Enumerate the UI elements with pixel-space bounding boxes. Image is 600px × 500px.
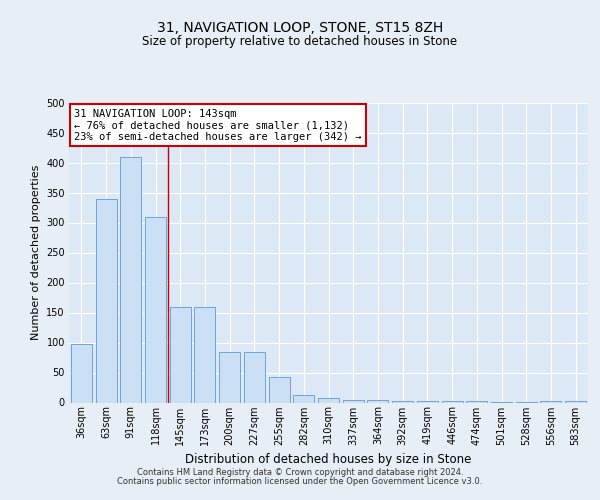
Bar [145, 216, 166, 402]
Bar [95, 198, 116, 402]
Bar [244, 352, 265, 403]
Bar [71, 344, 92, 403]
Bar [219, 352, 240, 403]
Bar [170, 306, 191, 402]
Bar [318, 398, 339, 402]
Bar [541, 400, 562, 402]
Text: 31 NAVIGATION LOOP: 143sqm
← 76% of detached houses are smaller (1,132)
23% of s: 31 NAVIGATION LOOP: 143sqm ← 76% of deta… [74, 108, 362, 142]
Text: 31, NAVIGATION LOOP, STONE, ST15 8ZH: 31, NAVIGATION LOOP, STONE, ST15 8ZH [157, 20, 443, 34]
Bar [194, 306, 215, 402]
Text: Contains public sector information licensed under the Open Government Licence v3: Contains public sector information licen… [118, 476, 482, 486]
Y-axis label: Number of detached properties: Number of detached properties [31, 165, 41, 340]
Text: Contains HM Land Registry data © Crown copyright and database right 2024.: Contains HM Land Registry data © Crown c… [137, 468, 463, 477]
Bar [565, 400, 586, 402]
Bar [343, 400, 364, 402]
Bar [293, 394, 314, 402]
Bar [392, 400, 413, 402]
Bar [367, 400, 388, 402]
Text: Size of property relative to detached houses in Stone: Size of property relative to detached ho… [142, 34, 458, 48]
X-axis label: Distribution of detached houses by size in Stone: Distribution of detached houses by size … [185, 453, 472, 466]
Bar [120, 156, 141, 402]
Bar [269, 376, 290, 402]
